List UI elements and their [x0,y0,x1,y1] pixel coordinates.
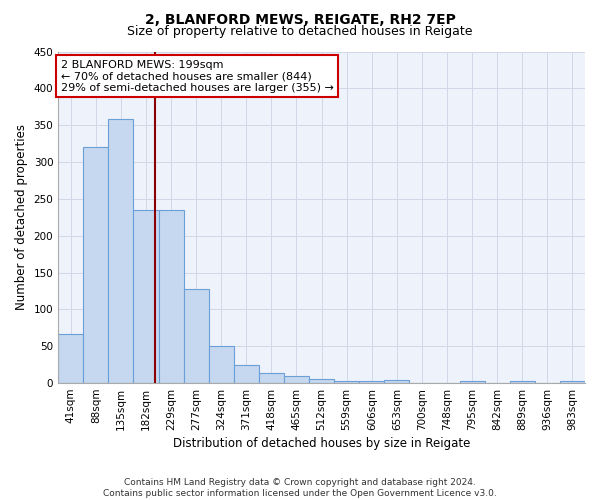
Bar [83,148,109,383]
Bar [133,210,158,383]
Bar [359,381,385,383]
Y-axis label: Number of detached properties: Number of detached properties [15,124,28,310]
Bar [109,120,133,383]
Bar [560,381,585,383]
Bar [184,290,209,383]
X-axis label: Distribution of detached houses by size in Reigate: Distribution of detached houses by size … [173,437,470,450]
Bar [209,346,234,383]
Bar [385,380,409,383]
Bar [284,376,309,383]
Bar [510,381,535,383]
Bar [460,381,485,383]
Bar [309,378,334,383]
Text: 2 BLANFORD MEWS: 199sqm
← 70% of detached houses are smaller (844)
29% of semi-d: 2 BLANFORD MEWS: 199sqm ← 70% of detache… [61,60,334,93]
Bar [234,366,259,383]
Text: Contains HM Land Registry data © Crown copyright and database right 2024.
Contai: Contains HM Land Registry data © Crown c… [103,478,497,498]
Text: 2, BLANFORD MEWS, REIGATE, RH2 7EP: 2, BLANFORD MEWS, REIGATE, RH2 7EP [145,12,455,26]
Bar [259,373,284,383]
Bar [58,334,83,383]
Bar [158,210,184,383]
Bar [334,381,359,383]
Text: Size of property relative to detached houses in Reigate: Size of property relative to detached ho… [127,25,473,38]
